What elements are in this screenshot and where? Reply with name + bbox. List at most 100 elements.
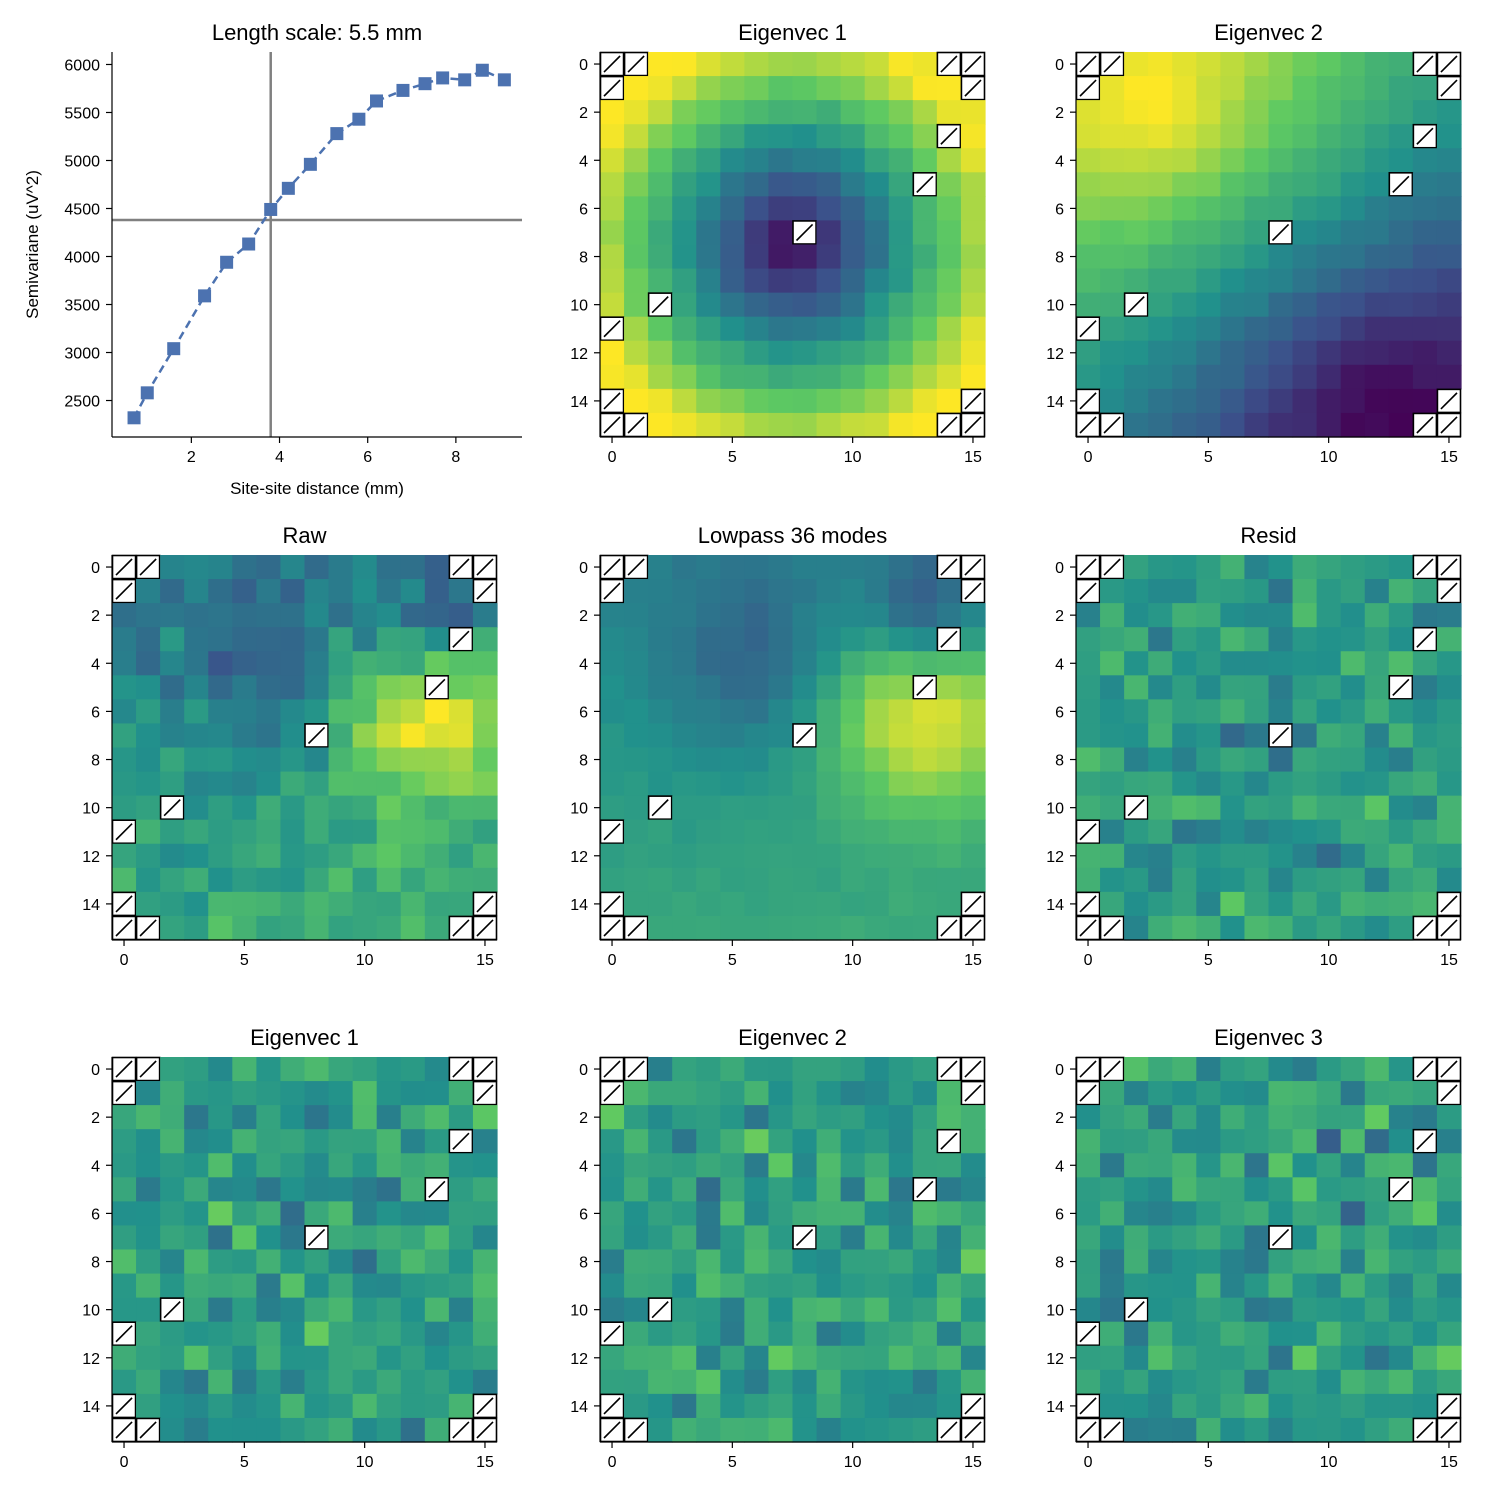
- heatmap-cell: [400, 1129, 426, 1154]
- heatmap-cell: [768, 675, 794, 700]
- heatmap-cell: [768, 651, 794, 676]
- heatmap-cell: [792, 1153, 818, 1178]
- heatmap-cell: [160, 699, 185, 725]
- heatmap-cell: [472, 1153, 498, 1178]
- heatmap-cell: [960, 1201, 986, 1227]
- heatmap-cell: [624, 843, 649, 869]
- heatmap-cell: [448, 1345, 474, 1371]
- masked-cell-hatch: [452, 558, 470, 576]
- x-tick-label: 10: [356, 1454, 374, 1471]
- heatmap-cell: [1124, 1105, 1149, 1130]
- heatmap-cell: [744, 1297, 770, 1323]
- heatmap-cell: [816, 1201, 842, 1227]
- heatmap-cell: [304, 1249, 330, 1275]
- heatmap-cell: [624, 220, 649, 246]
- heatmap-cell: [448, 1297, 474, 1323]
- masked-cell-hatch: [1103, 919, 1121, 937]
- heatmap-cell: [352, 603, 378, 628]
- heatmap-cell: [160, 627, 185, 652]
- heatmap-cell: [1172, 867, 1197, 893]
- heatmap-cell: [472, 1369, 498, 1395]
- heatmap-cell: [1244, 100, 1270, 125]
- heatmap-cell: [1316, 148, 1342, 173]
- heatmap-cell: [1196, 76, 1221, 101]
- heatmap-cell: [1268, 412, 1294, 438]
- heatmap-cell: [840, 1321, 866, 1347]
- heatmap-cell: [256, 675, 282, 700]
- heatmap-cell: [864, 1417, 890, 1443]
- heatmap-cell: [1340, 1081, 1366, 1106]
- heatmap-cell: [816, 412, 842, 438]
- heatmap-cell: [1388, 1297, 1414, 1323]
- heatmap-cell: [1268, 675, 1294, 700]
- masked-cell-hatch: [115, 919, 133, 937]
- heatmap-cell: [184, 1057, 209, 1082]
- heatmap-cell: [1412, 172, 1438, 197]
- heatmap-cell: [1292, 675, 1318, 700]
- heatmap-cell: [816, 1177, 842, 1202]
- heatmap-cell: [1172, 891, 1197, 917]
- heatmap-cell: [744, 627, 770, 652]
- heatmap-cell: [1388, 819, 1414, 845]
- heatmap-cell: [720, 1129, 745, 1154]
- heatmap-cell: [448, 867, 474, 893]
- heatmap-cell: [1388, 100, 1414, 125]
- heatmap-cell: [888, 412, 914, 438]
- heatmap-title: Eigenvec 1: [250, 1025, 359, 1050]
- heatmap-cell: [1100, 1297, 1125, 1323]
- heatmap-cell: [960, 1129, 986, 1154]
- heatmap-cell: [696, 100, 721, 125]
- x-tick-label: 0: [120, 952, 129, 969]
- heatmap-cell: [1100, 196, 1125, 222]
- heatmap-cell: [1220, 388, 1246, 414]
- heatmap-cell: [160, 1345, 185, 1371]
- heatmap-cell: [400, 555, 426, 580]
- heatmap-cell: [912, 1129, 938, 1154]
- heatmap-cell: [1124, 364, 1149, 390]
- heatmap-cell: [1244, 292, 1270, 318]
- heatmap-cell: [1364, 1369, 1390, 1395]
- heatmap-cell: [280, 1057, 306, 1082]
- masked-cell-hatch: [1440, 55, 1458, 73]
- masked-cell-hatch: [940, 1421, 958, 1439]
- heatmap-cell: [744, 1417, 770, 1443]
- heatmap-cell: [696, 819, 721, 845]
- heatmap-cell: [1124, 1057, 1149, 1082]
- heatmap-cell: [720, 651, 745, 676]
- heatmap-cell: [840, 292, 866, 318]
- heatmap-cell: [1172, 364, 1197, 390]
- heatmap-cell: [792, 196, 818, 222]
- heatmap-cell: [1436, 1345, 1462, 1371]
- heatmap-cell: [672, 244, 697, 270]
- heatmap-cell: [1172, 1129, 1197, 1154]
- masked-cell-hatch: [940, 1132, 958, 1150]
- heatmap-cell: [1388, 1129, 1414, 1154]
- heatmap-cell: [376, 1297, 402, 1323]
- heatmap-cell: [1340, 244, 1366, 270]
- heatmap-cell: [1124, 1249, 1149, 1275]
- heatmap-cell: [1196, 1369, 1221, 1395]
- heatmap-cell: [888, 220, 914, 246]
- heatmap-cell: [744, 819, 770, 845]
- heatmap-cell: [1316, 1417, 1342, 1443]
- heatmap-cell: [208, 699, 233, 725]
- heatmap-cell: [1436, 771, 1462, 797]
- heatmap-cell: [768, 268, 794, 294]
- y-tick-label: 5000: [64, 153, 100, 170]
- heatmap-cell: [888, 292, 914, 318]
- heatmap-cell: [232, 603, 257, 628]
- heatmap-cell: [376, 579, 402, 604]
- heatmap-cell: [768, 795, 794, 821]
- heatmap-cell: [1292, 172, 1318, 197]
- heatmap-cell: [1388, 292, 1414, 318]
- masked-cell-hatch: [1440, 1084, 1458, 1102]
- heatmap-cell: [376, 867, 402, 893]
- heatmap-cell: [1124, 1177, 1149, 1202]
- heatmap-cell: [1364, 819, 1390, 845]
- heatmap-cell: [328, 1273, 354, 1299]
- heatmap-cell: [936, 1297, 962, 1323]
- heatmap-cell: [816, 843, 842, 869]
- heatmap-cell: [1388, 1393, 1414, 1419]
- heatmap-cell: [328, 1081, 354, 1106]
- heatmap-cell: [1196, 795, 1221, 821]
